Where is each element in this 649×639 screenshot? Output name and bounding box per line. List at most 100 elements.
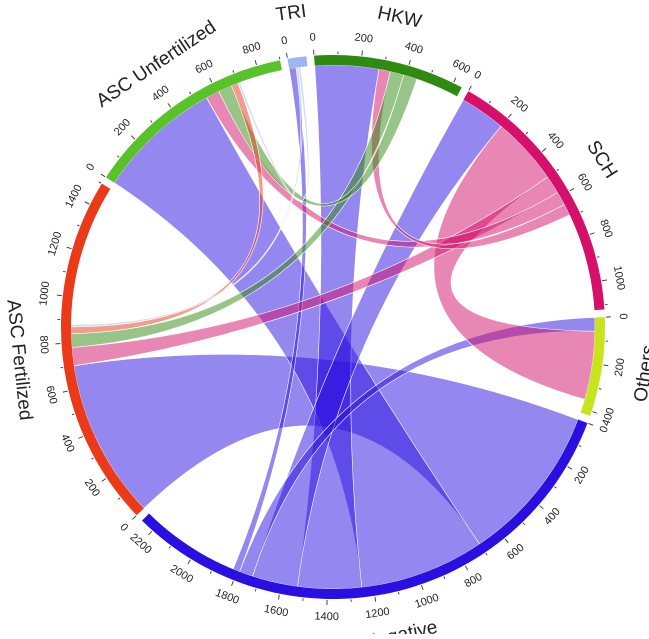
- tick-hkw-200: [362, 51, 363, 56]
- tick-sch-500: [557, 169, 559, 170]
- tick-ascf-0: [132, 516, 136, 519]
- group-label-hkw: HKW: [376, 3, 424, 33]
- tick-sch-800: [590, 233, 595, 235]
- tick-ascf-1100: [63, 271, 65, 272]
- tick-label-ascu-200: 200: [112, 117, 133, 139]
- tick-hkw-600: [454, 78, 456, 82]
- tick-label-sch-800: 800: [597, 218, 615, 239]
- tick-ascf-100: [118, 498, 120, 500]
- tick-negative-1900: [210, 571, 211, 573]
- tick-others-400: [593, 412, 598, 414]
- tick-ascf-600: [63, 391, 68, 392]
- tick-hkw-500: [432, 70, 433, 72]
- tick-negative-700: [486, 553, 487, 555]
- tick-label-ascu-600: 600: [193, 58, 215, 77]
- tick-label-hkw-200: 200: [354, 32, 374, 46]
- tick-label-negative-1000: 1000: [413, 592, 440, 611]
- group-label-tri: TRI: [274, 1, 307, 26]
- tick-label-sch-0: 0: [472, 69, 483, 82]
- tick-label-hkw-0: 0: [309, 31, 316, 43]
- tick-label-hkw-600: 600: [450, 57, 472, 76]
- tick-label-ascf-1400: 1400: [63, 183, 85, 210]
- arc-tri: [287, 56, 307, 68]
- tick-sch-200: [508, 114, 511, 118]
- tick-negative-500: [523, 523, 525, 525]
- tick-label-negative-200: 200: [572, 464, 592, 486]
- tick-label-negative-1400: 1400: [314, 611, 339, 624]
- tick-label-sch-400: 400: [545, 130, 566, 152]
- tick-negative-2100: [169, 546, 170, 548]
- tick-hkw-400: [409, 60, 410, 65]
- tick-negative-1200: [375, 597, 376, 602]
- tick-label-negative-1200: 1200: [364, 606, 390, 622]
- group-label-ascf: ASC Fertilized: [2, 299, 36, 422]
- tick-label-ascu-800: 800: [241, 40, 262, 57]
- tick-negative-300: [554, 487, 556, 488]
- tick-ascu-600: [210, 78, 212, 82]
- tick-label-negative-400: 400: [542, 506, 563, 528]
- tick-label-ascf-400: 400: [58, 432, 76, 454]
- tick-ascf-500: [72, 414, 74, 415]
- tick-negative-1600: [278, 595, 279, 600]
- tick-negative-1100: [398, 592, 399, 594]
- tick-ascf-1000: [57, 295, 62, 296]
- tick-sch-900: [597, 257, 599, 258]
- tick-ascu-100: [117, 156, 119, 158]
- tick-label-ascf-600: 600: [43, 385, 59, 406]
- tick-label-ascf-1000: 1000: [37, 281, 52, 307]
- tick-ascu-0: [101, 174, 105, 177]
- tick-label-sch-1000: 1000: [611, 265, 627, 291]
- tick-ascu-500: [189, 92, 190, 94]
- tick-negative-2000: [188, 560, 191, 564]
- tick-ascf-1400: [85, 202, 89, 204]
- tick-negative-1700: [255, 589, 256, 591]
- tick-negative-600: [505, 539, 508, 543]
- tick-ascu-300: [151, 121, 153, 123]
- tick-negative-900: [444, 576, 445, 578]
- tick-label-negative-800: 800: [463, 571, 485, 590]
- tick-others-200: [603, 365, 608, 366]
- tick-sch-1000: [602, 280, 607, 281]
- tick-label-negative-1800: 1800: [214, 587, 241, 607]
- tick-label-hkw-400: 400: [403, 40, 424, 57]
- tick-label-negative-600: 600: [505, 542, 527, 563]
- tick-ascf-200: [102, 479, 106, 482]
- tick-sch-300: [526, 132, 528, 134]
- tick-sch-700: [581, 211, 583, 212]
- tick-label-ascu-400: 400: [150, 83, 172, 104]
- tick-tri-0: [286, 53, 287, 58]
- tick-sch-100: [489, 101, 490, 103]
- tick-label-sch-200: 200: [508, 94, 530, 115]
- tick-negative-400: [540, 506, 544, 509]
- tick-label-negative-2200: 2200: [127, 531, 153, 556]
- tick-label-sch-600: 600: [575, 171, 595, 193]
- tick-label-others-400: 400: [600, 406, 617, 427]
- tick-ascf-400: [78, 436, 83, 438]
- tick-negative-0: [588, 423, 593, 425]
- tick-negative-1000: [421, 585, 423, 590]
- tick-negative-1800: [232, 581, 234, 586]
- tick-ascf-300: [91, 458, 93, 459]
- tick-ascu-700: [233, 70, 234, 72]
- tick-label-others-200: 200: [613, 357, 627, 377]
- tick-others-300: [599, 389, 601, 390]
- tick-label-ascf-200: 200: [82, 477, 102, 499]
- tick-ascf-1300: [77, 225, 79, 226]
- tick-label-others-0: 0: [617, 313, 629, 320]
- group-label-others: Others: [630, 344, 649, 404]
- tick-label-ascf-0: 0: [117, 521, 130, 534]
- tick-sch-0: [469, 86, 471, 90]
- tick-label-tri-0: 0: [280, 35, 288, 48]
- tick-negative-800: [465, 566, 467, 570]
- tick-ascu-200: [131, 136, 135, 139]
- tick-negative-200: [568, 467, 572, 470]
- tick-sch-600: [570, 188, 574, 190]
- tick-label-ascf-800: 800: [37, 335, 50, 354]
- tick-label-ascf-1200: 1200: [46, 230, 65, 257]
- tick-ascu-400: [168, 103, 171, 107]
- tick-ascu-800: [255, 60, 256, 65]
- tick-label-negative-2000: 2000: [168, 563, 195, 586]
- tick-label-ascu-0: 0: [84, 161, 97, 173]
